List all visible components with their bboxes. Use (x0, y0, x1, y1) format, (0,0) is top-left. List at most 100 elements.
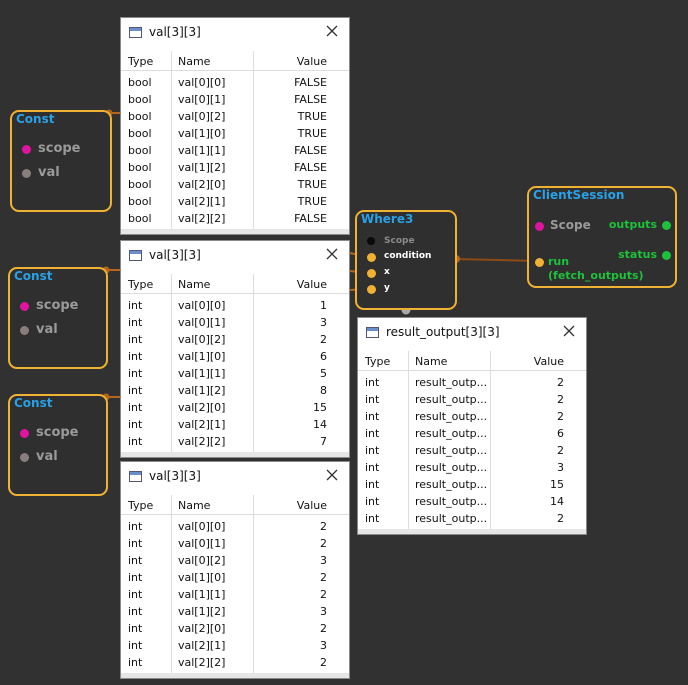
table-cell: val[0][1] (178, 537, 226, 550)
table-cell: int (365, 444, 380, 457)
table-cell: 3 (320, 605, 327, 618)
table-cell: val[2][1] (178, 639, 226, 652)
node-title: Where3 (361, 212, 414, 226)
panel-icon (366, 327, 379, 338)
separator (490, 351, 491, 531)
panel-icon (129, 27, 142, 38)
table-cell: int (365, 393, 380, 406)
table-cell: val[0][1] (178, 93, 226, 106)
table-cell: val[1][0] (178, 571, 226, 584)
table-cell: int (128, 605, 143, 618)
data-panel: result_output[3][3] Type Name Value int resul… (357, 317, 587, 535)
port-label: (fetch_outputs) (548, 269, 644, 282)
node-title: ClientSession (533, 188, 625, 202)
table-cell: int (128, 418, 143, 431)
port-dot (367, 253, 376, 262)
node-title: Const (14, 396, 53, 410)
port-label: val (36, 322, 58, 337)
const-node: Const scope val (10, 110, 112, 212)
separator (171, 274, 172, 454)
port-label: y (384, 283, 390, 293)
separator (408, 351, 409, 531)
table-cell: val[2][1] (178, 418, 226, 431)
table-cell: bool (128, 127, 152, 140)
table-cell: result_outp... (415, 478, 488, 491)
panel-title: val[3][3] (149, 248, 201, 262)
table-cell: val[1][0] (178, 127, 226, 140)
close-button[interactable] (325, 247, 339, 261)
table-cell: int (128, 537, 143, 550)
table-cell: int (128, 401, 143, 414)
table-cell: 14 (313, 418, 327, 431)
output-label: outputs (608, 218, 657, 231)
close-button[interactable] (325, 24, 339, 38)
table-cell: 2 (557, 393, 564, 406)
close-button[interactable] (325, 468, 339, 482)
table-cell: int (128, 435, 143, 448)
table-cell: TRUE (297, 178, 327, 191)
table-cell: int (365, 410, 380, 423)
table-cell: int (365, 512, 380, 525)
port-dot (20, 453, 29, 462)
table-cell: 14 (550, 495, 564, 508)
table-cell: bool (128, 76, 152, 89)
table-cell: 2 (320, 656, 327, 669)
table-cell: 15 (313, 401, 327, 414)
table-cell: int (365, 461, 380, 474)
scrollbar (121, 673, 349, 678)
column-header: Name (178, 278, 211, 291)
panel-title: result_output[3][3] (386, 325, 500, 339)
table-cell: 2 (320, 588, 327, 601)
table-cell: int (365, 478, 380, 491)
column-header: Type (128, 278, 154, 291)
table-cell: val[2][1] (178, 195, 226, 208)
scrollbar (121, 229, 349, 234)
table-cell: 3 (557, 461, 564, 474)
output-label: status (618, 248, 657, 261)
table-cell: int (128, 588, 143, 601)
port-dot (662, 251, 671, 260)
table-cell: val[1][2] (178, 605, 226, 618)
node-title: Const (14, 269, 53, 283)
port-label: condition (384, 251, 432, 261)
column-header: Type (128, 499, 154, 512)
table-cell: int (128, 367, 143, 380)
close-icon (563, 325, 575, 337)
panel-icon (129, 471, 142, 482)
table-cell: val[1][0] (178, 350, 226, 363)
close-button[interactable] (562, 324, 576, 338)
separator (253, 274, 254, 454)
table-cell: val[0][1] (178, 316, 226, 329)
port-label: x (384, 267, 390, 277)
table-cell: int (365, 376, 380, 389)
table-cell: int (365, 427, 380, 440)
column-header: Type (365, 355, 391, 368)
table-cell: result_outp... (415, 427, 488, 440)
table-cell: bool (128, 212, 152, 225)
port-label: scope (36, 425, 79, 440)
table-cell: val[2][0] (178, 622, 226, 635)
port-label: Scope (384, 236, 415, 246)
column-header: Value (533, 355, 564, 368)
table-cell: TRUE (297, 127, 327, 140)
table-cell: result_outp... (415, 376, 488, 389)
node-title: Const (16, 112, 55, 126)
table-cell: FALSE (294, 161, 327, 174)
table-cell: result_outp... (415, 410, 488, 423)
port-dot (20, 429, 29, 438)
table-cell: int (365, 495, 380, 508)
data-panel: val[3][3] Type Name Value int val[0][0] 1 int va… (120, 240, 350, 458)
column-header: Value (296, 55, 327, 68)
table-cell: val[0][2] (178, 554, 226, 567)
column-header: Value (296, 278, 327, 291)
table-cell: int (128, 554, 143, 567)
table-cell: FALSE (294, 212, 327, 225)
port-dot (662, 221, 671, 230)
column-header: Name (178, 55, 211, 68)
panel-title: val[3][3] (149, 25, 201, 39)
table-cell: bool (128, 178, 152, 191)
port-dot (20, 326, 29, 335)
port-dot (367, 285, 376, 294)
table-cell: val[0][0] (178, 520, 226, 533)
